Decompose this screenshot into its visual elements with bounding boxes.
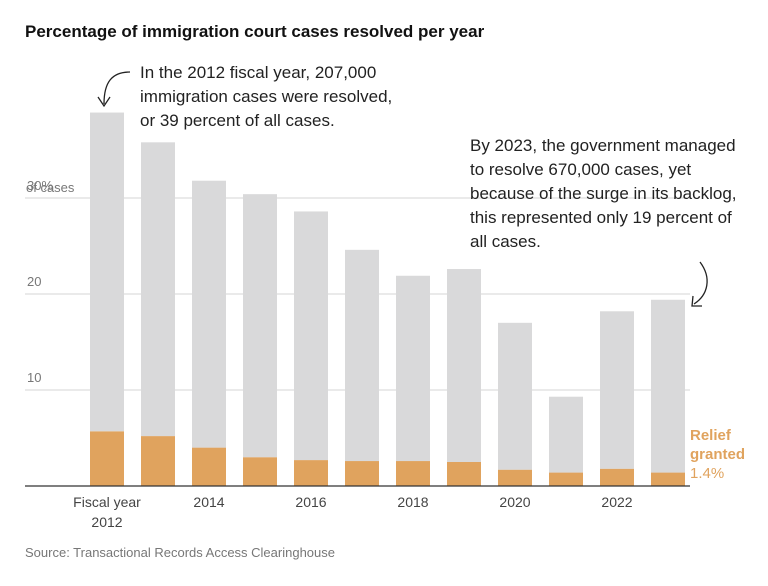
bar-segment — [192, 180, 226, 448]
bar-segment — [498, 469, 532, 486]
x-tick-label: 2018 — [397, 494, 429, 510]
bar-segment — [294, 211, 328, 461]
bar-segment — [447, 269, 481, 462]
bar-segment — [447, 462, 481, 486]
bar-segment — [243, 457, 277, 486]
bar-segment — [498, 322, 532, 470]
bar-segment — [600, 311, 634, 469]
value-label: 1.4% — [690, 465, 725, 482]
bar-segment — [396, 461, 430, 486]
bar-segment — [396, 275, 430, 462]
annotation: By 2023, the government managed to resol… — [470, 136, 737, 251]
source: Source: Transactional Records Access Cle… — [25, 545, 335, 560]
bar-segment — [345, 249, 379, 462]
y-tick-label: 20 — [27, 274, 41, 289]
bar-segment — [600, 468, 634, 486]
bar-segment — [90, 112, 124, 432]
y-tick-label: 10 — [27, 370, 41, 385]
x-tick-label: 2014 — [193, 494, 225, 510]
bar-segment — [549, 396, 583, 473]
y-tick-label: 30% — [27, 178, 53, 193]
arrow — [103, 71, 131, 105]
x-tick-label: Fiscal year 2012 — [73, 494, 141, 530]
bar-segment — [192, 447, 226, 486]
bar-segment — [549, 472, 583, 486]
bar-segment — [243, 194, 277, 458]
bar-segment — [141, 436, 175, 486]
bar-segment — [294, 460, 328, 486]
arrowhead — [97, 96, 111, 108]
bar-segment — [651, 299, 685, 473]
bar-segment — [90, 431, 124, 486]
annotation: In the 2012 fiscal year, 207,000 immigra… — [140, 63, 393, 130]
x-tick-label: 2020 — [499, 494, 531, 510]
x-tick-label: 2016 — [295, 494, 327, 510]
chart-title: Percentage of immigration court cases re… — [25, 22, 485, 41]
bar-segment — [345, 461, 379, 486]
bar-segment — [651, 472, 685, 486]
bar-segment — [141, 142, 175, 437]
y-axis-label: of cases — [26, 180, 75, 195]
legend-label: Relief granted — [690, 427, 746, 463]
x-tick-label: 2022 — [601, 494, 633, 510]
arrowhead — [691, 295, 702, 307]
arrow — [693, 261, 708, 305]
